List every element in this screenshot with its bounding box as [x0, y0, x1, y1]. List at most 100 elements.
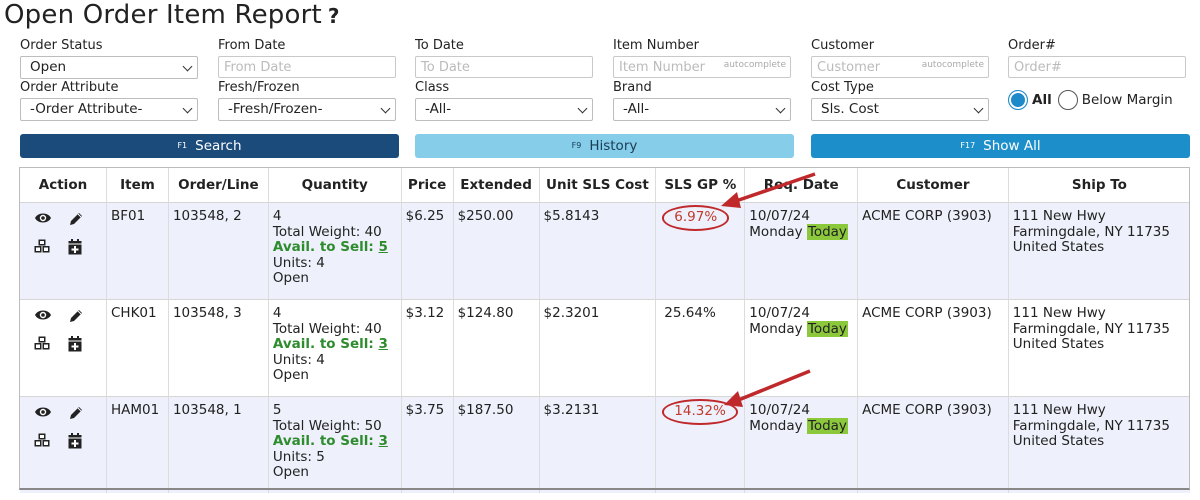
search-button[interactable]: F1 Search [20, 134, 399, 158]
avail-to-sell: Avail. to Sell: 3 [273, 433, 397, 450]
from-date-input[interactable]: From Date [218, 56, 396, 78]
search-button-label: Search [195, 138, 242, 154]
customer-cell: ACME CORP (3903) [857, 202, 1009, 300]
brand-label: Brand [613, 80, 652, 95]
col-header-price[interactable]: Price [400, 168, 454, 203]
history-button[interactable]: F9 History [415, 134, 794, 158]
order-number-input[interactable]: Order# [1008, 56, 1186, 78]
col-header-sls-gp[interactable]: SLS GP % [655, 168, 745, 203]
today-badge: Today [806, 417, 848, 434]
price-cell: $3.12 [400, 299, 454, 397]
help-icon[interactable]: ? [327, 4, 340, 28]
customer-label: Customer [811, 38, 875, 53]
pencil-icon[interactable] [68, 211, 102, 227]
brand-filter: Brand -All- [613, 80, 791, 121]
col-header-customer[interactable]: Customer [857, 168, 1009, 203]
line-status: Open [272, 367, 309, 383]
order-status-label: Order Status [20, 38, 103, 53]
req-weekday: Monday [749, 223, 803, 240]
col-header-unit-sls-cost[interactable]: Unit SLS Cost [538, 168, 656, 203]
fresh-frozen-filter: Fresh/Frozen -Fresh/Frozen- [218, 80, 396, 121]
extended-cell: $250.00 [452, 202, 540, 300]
customer-input[interactable]: Customer autocomplete [811, 56, 989, 78]
to-date-input[interactable]: To Date [415, 56, 593, 78]
history-button-label: History [589, 138, 638, 154]
from-date-filter: From Date From Date [218, 38, 396, 78]
autocomplete-hint: autocomplete [723, 60, 786, 70]
quantity-value: 4 [272, 208, 282, 224]
cubes-icon[interactable] [34, 239, 68, 255]
chevron-down-icon [182, 103, 193, 114]
col-header-extended[interactable]: Extended [452, 168, 540, 203]
order-attribute-select[interactable]: -Order Attribute- [20, 98, 198, 121]
price-cell: $3.75 [400, 396, 454, 493]
calendar-plus-icon[interactable] [68, 336, 102, 352]
req-weekday: Monday [749, 320, 803, 337]
brand-select[interactable]: -All- [613, 98, 791, 121]
order-line-cell: 103548, 1 [167, 396, 269, 493]
order-number-filter: Order# Order# [1008, 38, 1186, 78]
item-number-input[interactable]: Item Number autocomplete [613, 56, 791, 78]
extended-cell: $124.80 [452, 299, 540, 397]
chevron-down-icon [182, 61, 193, 72]
order-status-select[interactable]: Open [20, 56, 198, 79]
show-all-button[interactable]: F17 Show All [811, 134, 1190, 158]
eye-icon[interactable] [34, 308, 68, 324]
order-attribute-value: -Order Attribute- [30, 101, 143, 117]
unit-cost-cell: $3.2131 [538, 396, 656, 493]
pencil-icon[interactable] [68, 308, 102, 324]
calendar-plus-icon[interactable] [68, 433, 102, 449]
action-cell [20, 396, 107, 493]
page-title-text: Open Order Item Report [4, 0, 322, 30]
radio-below-margin[interactable] [1057, 90, 1078, 110]
order-number-label: Order# [1008, 38, 1056, 53]
to-date-placeholder: To Date [421, 60, 470, 75]
radio-all[interactable] [1008, 90, 1028, 110]
calendar-plus-icon[interactable] [68, 239, 102, 255]
class-select[interactable]: -All- [415, 98, 593, 121]
col-header-req-date[interactable]: Req. Date [744, 168, 858, 203]
fresh-frozen-select[interactable]: -Fresh/Frozen- [218, 98, 396, 121]
page-title: Open Order Item Report? [4, 0, 340, 30]
order-number-placeholder: Order# [1014, 60, 1062, 75]
col-header-order-line[interactable]: Order/Line [167, 168, 269, 203]
req-weekday: Monday [749, 417, 803, 434]
avail-link[interactable]: 3 [378, 433, 388, 449]
req-date: 10/07/24 [749, 402, 810, 418]
ship-address-line2: Farmingdale, NY 11735 [1012, 417, 1170, 434]
cost-type-select[interactable]: Sls. Cost [811, 98, 989, 121]
col-header-quantity[interactable]: Quantity [267, 168, 402, 203]
item-number-label: Item Number [613, 38, 699, 53]
radio-below-margin-label[interactable]: Below Margin [1081, 92, 1173, 108]
radio-all-label[interactable]: All [1032, 92, 1052, 108]
table-row: CHK01 103548, 3 4 Total Weight: 40 Avail… [20, 299, 1190, 397]
col-header-action: Action [20, 168, 107, 203]
order-status-filter: Order Status Open [20, 38, 198, 79]
today-badge: Today [806, 320, 848, 337]
total-weight: Total Weight: 40 [272, 223, 382, 240]
customer-cell: ACME CORP (3903) [857, 299, 1009, 397]
item-cell: HAM01 [106, 396, 169, 493]
req-day: Monday Today [749, 320, 853, 338]
col-header-item[interactable]: Item [106, 168, 169, 203]
ship-address-line1: 111 New Hwy [1012, 208, 1106, 224]
cubes-icon[interactable] [34, 336, 68, 352]
units: Units: 4 [272, 254, 325, 271]
ship-to-cell: 111 New Hwy Farmingdale, NY 11735 United… [1007, 396, 1190, 493]
action-cell [20, 202, 107, 300]
quantity-value: 5 [272, 402, 282, 418]
eye-icon[interactable] [34, 405, 68, 421]
quantity-cell: 5 Total Weight: 50 Avail. to Sell: 3 Uni… [267, 396, 402, 493]
eye-icon[interactable] [34, 211, 68, 227]
quantity-cell: 4 Total Weight: 40 Avail. to Sell: 5 Uni… [267, 202, 402, 300]
extended-cell: $187.50 [452, 396, 540, 493]
avail-link[interactable]: 5 [378, 239, 388, 255]
ship-address-line1: 111 New Hwy [1012, 402, 1106, 418]
cubes-icon[interactable] [34, 433, 68, 449]
gp-cell: 25.64% [655, 299, 745, 397]
ship-address-country: United States [1012, 239, 1105, 255]
req-date: 10/07/24 [749, 208, 810, 224]
pencil-icon[interactable] [68, 405, 102, 421]
col-header-ship-to[interactable]: Ship To [1007, 168, 1190, 203]
avail-link[interactable]: 3 [378, 336, 388, 352]
